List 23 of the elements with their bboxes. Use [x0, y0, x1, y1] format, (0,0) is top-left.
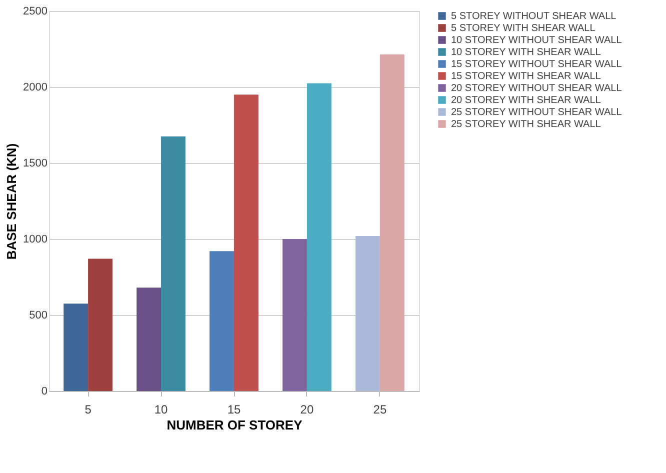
legend-label: 5 STOREY WITH SHEAR WALL [451, 23, 596, 34]
legend-label: 20 STOREY WITHOUT SHEAR WALL [451, 83, 622, 94]
x-tick-label: 10 [154, 402, 168, 416]
y-tick-label: 1000 [23, 234, 48, 246]
legend-label: 10 STOREY WITHOUT SHEAR WALL [451, 35, 622, 46]
x-tick-label: 25 [373, 402, 387, 416]
legend-label: 15 STOREY WITH SHEAR WALL [451, 71, 602, 82]
y-tick-label: 0 [41, 386, 48, 398]
legend-label: 25 STOREY WITHOUT SHEAR WALL [451, 107, 622, 118]
x-tick-label: 20 [300, 402, 314, 416]
x-tick-label: 15 [227, 402, 241, 416]
legend-label: 20 STOREY WITH SHEAR WALL [451, 95, 602, 106]
y-tick-label: 500 [29, 310, 48, 322]
legend-label: 5 STOREY WITHOUT SHEAR WALL [451, 11, 617, 22]
y-tick-label: 2000 [23, 82, 48, 94]
y-tick-label: 1500 [23, 158, 48, 170]
legend-label: 25 STOREY WITH SHEAR WALL [451, 119, 602, 130]
y-axis-title: BASE SHEAR (KN) [4, 143, 20, 260]
legend-label: 15 STOREY WITHOUT SHEAR WALL [451, 59, 622, 70]
legend-label: 10 STOREY WITH SHEAR WALL [451, 47, 602, 58]
x-axis-title: NUMBER OF STOREY [166, 418, 303, 432]
x-tick-label: 5 [84, 402, 92, 416]
y-tick-label: 2500 [23, 6, 48, 18]
